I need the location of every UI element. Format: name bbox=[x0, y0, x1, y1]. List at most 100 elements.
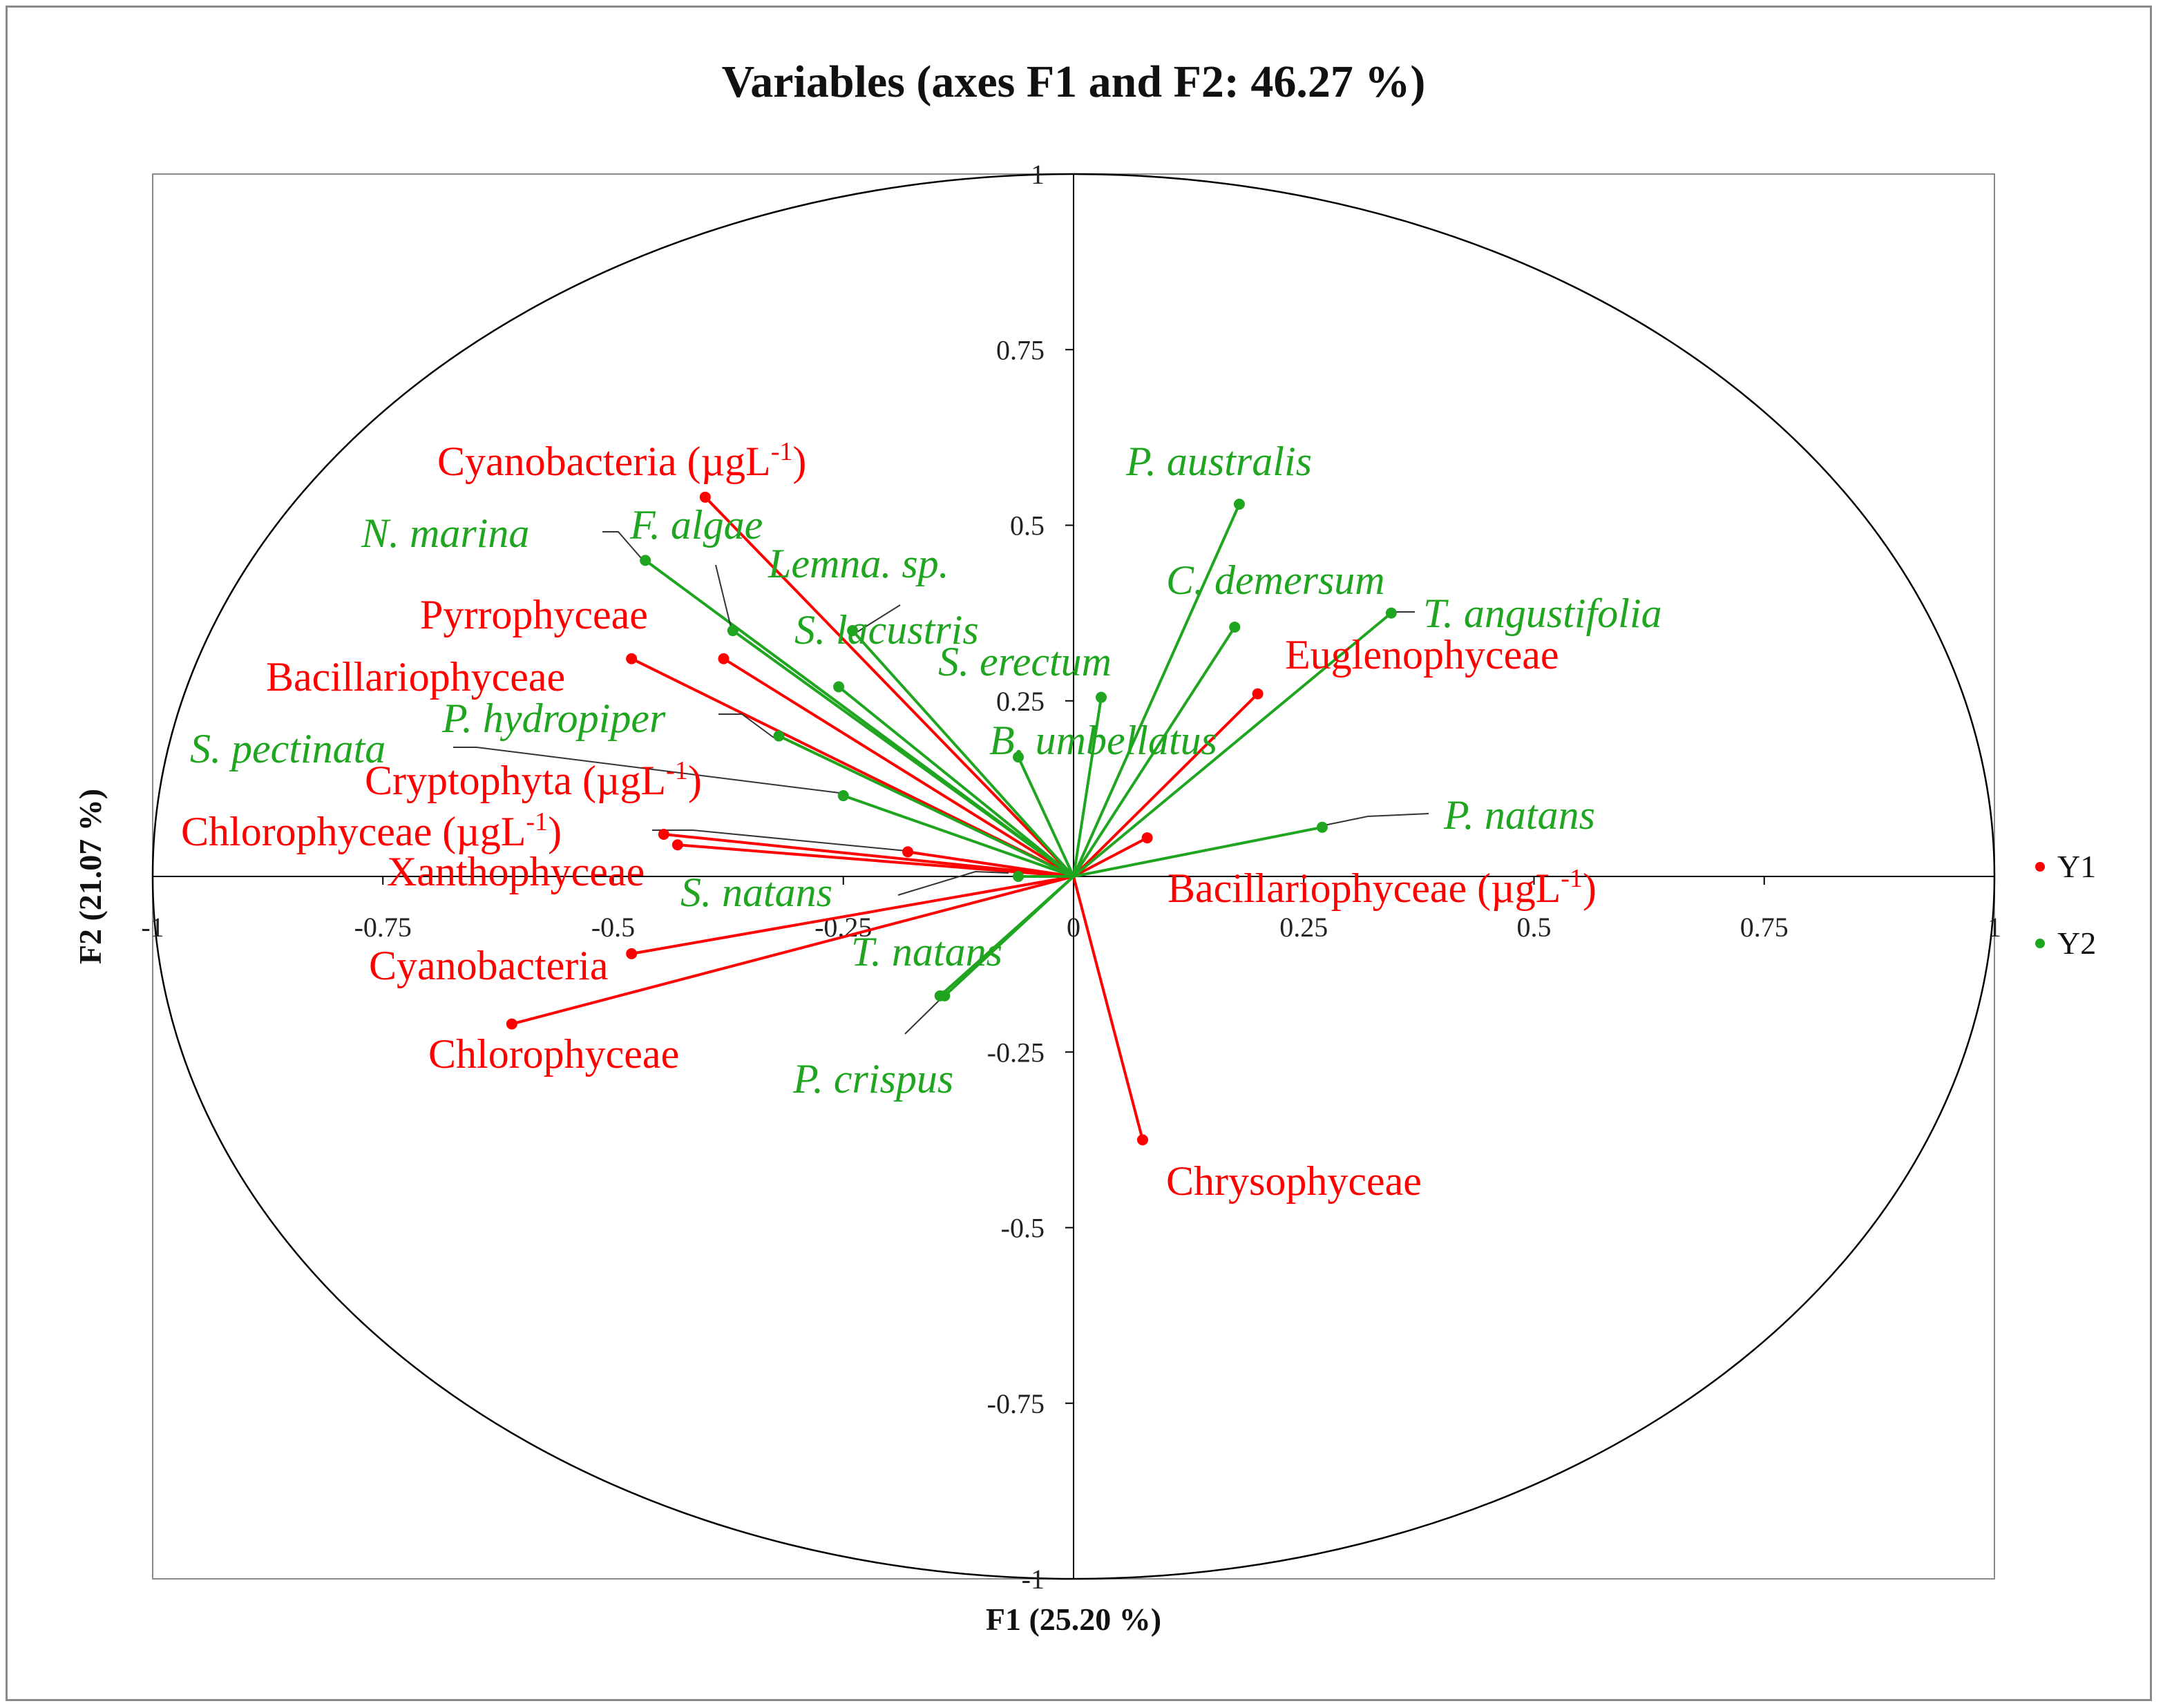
variable-label: T. natans bbox=[851, 929, 1002, 975]
variable-label-main: P. australis bbox=[1125, 439, 1312, 484]
vector-point bbox=[902, 846, 914, 858]
vector-point bbox=[1136, 1134, 1148, 1146]
x-tick-label: 0.75 bbox=[1740, 912, 1789, 943]
variable-label-main: P. hydropiper bbox=[441, 695, 666, 741]
vector-point bbox=[640, 555, 651, 566]
vector-line bbox=[1072, 503, 1241, 877]
variable-label: P. hydropiper bbox=[441, 695, 666, 741]
variable-label: F. algae bbox=[629, 502, 763, 548]
variable-label-tail: ) bbox=[1583, 865, 1597, 911]
variable-label: Xanthophyceae bbox=[387, 849, 645, 894]
variable-label-main: N. marina bbox=[361, 510, 529, 556]
variable-label: N. marina bbox=[361, 510, 529, 556]
x-tick-label: 0.5 bbox=[1517, 912, 1552, 943]
vector-point bbox=[671, 839, 683, 851]
vector-point bbox=[1252, 688, 1264, 700]
variable-label-main: P. crispus bbox=[792, 1056, 953, 1102]
vector-line bbox=[511, 875, 1074, 1026]
leader-line bbox=[652, 829, 907, 852]
vector-point bbox=[699, 491, 711, 503]
vector-line bbox=[723, 658, 1075, 878]
variable-label: C. demersum bbox=[1166, 557, 1385, 603]
variable-label-main: Chrysophyceae bbox=[1166, 1158, 1422, 1204]
x-tick-label: -1 bbox=[141, 912, 164, 943]
y-tick-label: -1 bbox=[1022, 1564, 1045, 1595]
vector-point bbox=[1316, 821, 1328, 833]
variable-label: S. lacustris bbox=[794, 607, 979, 653]
vector-line bbox=[1017, 756, 1075, 877]
variable-label: Bacillariophyceae bbox=[266, 654, 565, 700]
y-tick-label: 1 bbox=[1031, 159, 1045, 190]
vector-point bbox=[833, 681, 845, 693]
vector-line bbox=[1072, 697, 1103, 877]
variable-label-tail: ) bbox=[688, 758, 702, 803]
leader-line bbox=[718, 713, 774, 738]
leader-line bbox=[715, 564, 732, 628]
vector-line bbox=[1072, 693, 1259, 878]
variable-label-main: Cryptophyta (µgL bbox=[365, 758, 666, 803]
variable-label-main: Chlorophyceae (µgL bbox=[181, 809, 526, 854]
vector-line bbox=[704, 496, 1075, 878]
chart-title: Variables (axes F1 and F2: 46.27 %) bbox=[722, 57, 1426, 107]
vector-line bbox=[851, 629, 1075, 878]
vector-line bbox=[778, 734, 1074, 878]
vector-line bbox=[677, 843, 1074, 878]
variable-label: Chrysophyceae bbox=[1166, 1158, 1422, 1204]
vector-line bbox=[732, 629, 1075, 878]
variable-label-main: C. demersum bbox=[1166, 557, 1385, 603]
variable-labels: Cyanobacteria (µgL-1) Pyrrophyceae Bacilla… bbox=[181, 437, 1662, 1204]
vector-line bbox=[837, 685, 1075, 878]
variable-label-main: S. lacustris bbox=[794, 607, 979, 653]
variable-label-main: S. natans bbox=[680, 870, 832, 915]
vector-point bbox=[837, 790, 849, 802]
y-tick-label: -0.5 bbox=[1001, 1213, 1045, 1244]
variable-label: T. angustifolia bbox=[1423, 591, 1662, 636]
vector-line bbox=[1073, 836, 1148, 878]
legend-label-y1: Y1 bbox=[2057, 849, 2096, 884]
variable-label: Chlorophyceae (µgL-1) bbox=[181, 807, 562, 854]
variable-label-superscript: -1 bbox=[771, 437, 793, 466]
vector-point bbox=[626, 653, 638, 664]
variable-label: Cryptophyta (µgL-1) bbox=[365, 756, 702, 803]
y-tick-label: -0.25 bbox=[987, 1037, 1045, 1068]
vector-point bbox=[626, 948, 638, 959]
vector-point bbox=[727, 625, 739, 637]
leader-line bbox=[602, 531, 642, 559]
variable-label-main: T. natans bbox=[851, 929, 1002, 975]
variable-label: Cyanobacteria (µgL-1) bbox=[437, 437, 806, 484]
vector-line bbox=[1073, 825, 1323, 878]
legend-label-y2: Y2 bbox=[2057, 925, 2096, 961]
vector-point bbox=[1141, 832, 1153, 844]
vector-line bbox=[663, 832, 1074, 878]
vector-point bbox=[506, 1018, 517, 1030]
variable-label-main: Bacillariophyceae (µgL bbox=[1168, 865, 1561, 911]
y-tick-label: 0.25 bbox=[996, 686, 1045, 717]
vector-point bbox=[1013, 871, 1025, 882]
variable-label: Cyanobacteria bbox=[369, 943, 609, 988]
variable-label-tail: ) bbox=[792, 439, 806, 484]
variable-label: B. umbellatus bbox=[989, 718, 1217, 763]
vector-point bbox=[773, 730, 785, 742]
leader-line bbox=[904, 997, 943, 1035]
x-tick-label: 1 bbox=[1988, 912, 2001, 943]
variable-label-superscript: -1 bbox=[526, 807, 548, 836]
vector-point bbox=[658, 828, 669, 840]
variable-label-main: Chlorophyceae bbox=[428, 1031, 679, 1077]
variable-label-main: S. pectinata bbox=[190, 726, 385, 771]
variable-label: S. natans bbox=[680, 870, 832, 915]
vector-line bbox=[1072, 626, 1236, 878]
variable-label-main: T. angustifolia bbox=[1423, 591, 1662, 636]
variable-label: Chlorophyceae bbox=[428, 1031, 679, 1077]
vector-point bbox=[1095, 691, 1107, 703]
variable-label: P. australis bbox=[1125, 439, 1312, 484]
variable-label: P. crispus bbox=[792, 1056, 953, 1102]
x-tick-group: -1 -0.75 -0.5 -0.25 0 0.25 0.5 0.75 1 bbox=[141, 876, 2001, 943]
vector-point bbox=[939, 990, 951, 1001]
variable-label: Lemna. sp. bbox=[768, 541, 949, 586]
y-axis-title: F2 (21.07 %) bbox=[73, 789, 108, 964]
variable-label-main: Xanthophyceae bbox=[387, 849, 645, 894]
variable-label: Pyrrophyceae bbox=[420, 592, 648, 637]
vector-line bbox=[944, 875, 1075, 997]
vector-point bbox=[1229, 621, 1241, 633]
variable-label-main: Pyrrophyceae bbox=[420, 592, 648, 637]
